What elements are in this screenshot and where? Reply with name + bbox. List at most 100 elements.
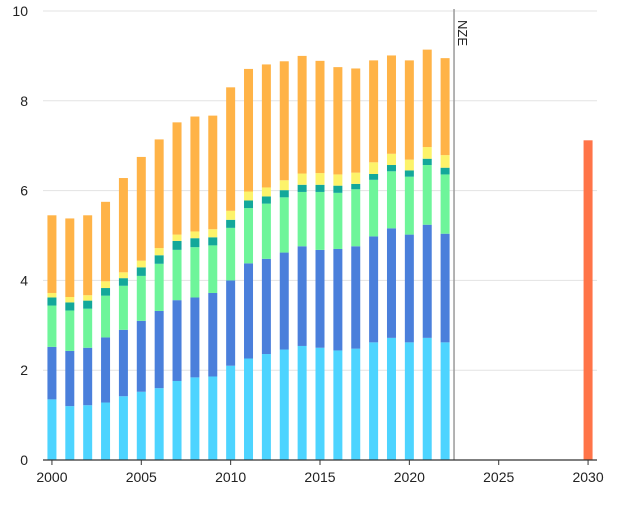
bar-stacks bbox=[47, 49, 450, 460]
bar-segment bbox=[333, 174, 343, 186]
bar-segment bbox=[154, 310, 164, 389]
bar-segment bbox=[261, 187, 271, 197]
bar-segment bbox=[136, 260, 146, 268]
bar-segment bbox=[101, 295, 111, 338]
bar-segment bbox=[440, 58, 450, 156]
bar-segment bbox=[83, 215, 93, 296]
bar-segment bbox=[190, 297, 200, 378]
bar-segment bbox=[333, 248, 343, 351]
bar-segment bbox=[279, 180, 289, 191]
bar-segment bbox=[118, 285, 128, 330]
y-tick-label: 10 bbox=[12, 3, 28, 19]
bar-segment bbox=[422, 49, 432, 148]
bar-segment bbox=[261, 258, 271, 355]
x-tick-label: 2010 bbox=[215, 469, 246, 485]
bar-segment bbox=[261, 196, 271, 204]
bar-segment bbox=[297, 345, 307, 460]
bar-segment bbox=[404, 170, 414, 177]
bar-segment bbox=[65, 297, 75, 303]
bar-segment bbox=[440, 174, 450, 234]
x-tick-label: 2030 bbox=[572, 469, 603, 485]
bar-segment bbox=[47, 305, 57, 347]
bar-segment bbox=[244, 200, 254, 209]
bar-segment bbox=[244, 208, 254, 264]
bar-segment bbox=[369, 236, 379, 343]
y-tick-labels: 0 2 4 6 8 10 bbox=[12, 3, 28, 468]
bar-segment bbox=[154, 255, 164, 264]
bar-segment bbox=[154, 388, 164, 460]
bar-segment bbox=[65, 406, 75, 460]
x-tick-label: 2015 bbox=[304, 469, 335, 485]
bar-segment bbox=[440, 155, 450, 168]
bar-segment bbox=[154, 139, 164, 249]
bar-segment bbox=[315, 173, 325, 185]
bar-segment bbox=[83, 347, 93, 406]
bar-segment bbox=[386, 165, 396, 172]
bar-segment bbox=[101, 288, 111, 296]
bar-segment bbox=[422, 147, 432, 159]
bar-segment bbox=[297, 191, 307, 247]
bar-segment bbox=[351, 183, 361, 190]
bar-segment bbox=[297, 55, 307, 174]
bar-segment bbox=[386, 337, 396, 460]
bar-segment bbox=[208, 376, 218, 460]
bar-segment bbox=[279, 349, 289, 460]
bar-segment bbox=[315, 184, 325, 192]
bar-segment bbox=[333, 185, 343, 193]
bar-segment bbox=[154, 248, 164, 256]
bar-segment bbox=[261, 203, 271, 259]
bar-segment bbox=[101, 402, 111, 460]
y-tick-label: 4 bbox=[20, 272, 28, 288]
bar-segment bbox=[101, 337, 111, 403]
bar-segment bbox=[190, 247, 200, 298]
bar-segment bbox=[226, 365, 236, 460]
bar-segment bbox=[279, 190, 289, 198]
bar-segment bbox=[65, 310, 75, 351]
bar-segment bbox=[83, 300, 93, 309]
bar-segment bbox=[369, 342, 379, 460]
y-tick-label: 2 bbox=[20, 362, 28, 378]
bar-segment bbox=[190, 238, 200, 248]
x-tick-label: 2025 bbox=[483, 469, 514, 485]
bar-segment bbox=[386, 55, 396, 154]
bar-segment bbox=[208, 237, 218, 246]
bar-segment bbox=[261, 354, 271, 460]
bar-segment bbox=[333, 350, 343, 460]
bar-segment bbox=[118, 278, 128, 286]
bar-segment bbox=[65, 302, 75, 311]
bar-segment bbox=[279, 252, 289, 350]
bar-segment bbox=[226, 219, 236, 228]
bar-segment bbox=[315, 60, 325, 174]
bar-segment bbox=[172, 249, 182, 301]
bar-segment bbox=[369, 60, 379, 163]
bar-segment bbox=[118, 329, 128, 397]
bar-segment bbox=[190, 231, 200, 239]
bar-segment bbox=[244, 263, 254, 359]
bar-segment bbox=[351, 348, 361, 460]
bar-segment bbox=[136, 391, 146, 460]
bar-segment bbox=[422, 224, 432, 338]
bar-segment bbox=[351, 189, 361, 247]
bar-segment bbox=[351, 172, 361, 184]
bar-segment bbox=[226, 227, 236, 281]
x-tick-label: 2020 bbox=[394, 469, 425, 485]
bar-segment bbox=[226, 280, 236, 366]
bar-segment bbox=[47, 399, 57, 460]
bar-segment bbox=[351, 246, 361, 349]
nze-annotation: NZE bbox=[455, 20, 470, 46]
bar-segment bbox=[315, 191, 325, 250]
bar-segment bbox=[208, 115, 218, 230]
target-bar-group bbox=[583, 140, 593, 460]
bar-segment bbox=[208, 245, 218, 293]
bar-segment bbox=[369, 162, 379, 174]
y-tick-label: 6 bbox=[20, 183, 28, 199]
bar-segment bbox=[136, 156, 146, 261]
bar-segment bbox=[65, 218, 75, 298]
bar-segment bbox=[83, 405, 93, 460]
bar-segment bbox=[136, 320, 146, 392]
bar-segment bbox=[154, 263, 164, 311]
bar-segment bbox=[65, 350, 75, 407]
bar-segment bbox=[244, 68, 254, 192]
bar-segment bbox=[404, 342, 414, 460]
bar-segment bbox=[118, 396, 128, 460]
